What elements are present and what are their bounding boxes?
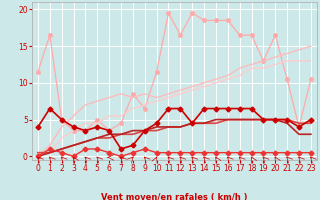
X-axis label: Vent moyen/en rafales ( km/h ): Vent moyen/en rafales ( km/h ) — [101, 193, 248, 200]
